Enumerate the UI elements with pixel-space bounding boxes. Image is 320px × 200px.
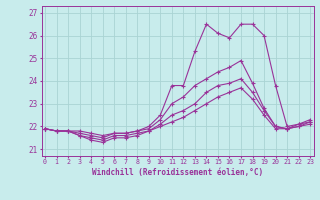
X-axis label: Windchill (Refroidissement éolien,°C): Windchill (Refroidissement éolien,°C) bbox=[92, 168, 263, 177]
